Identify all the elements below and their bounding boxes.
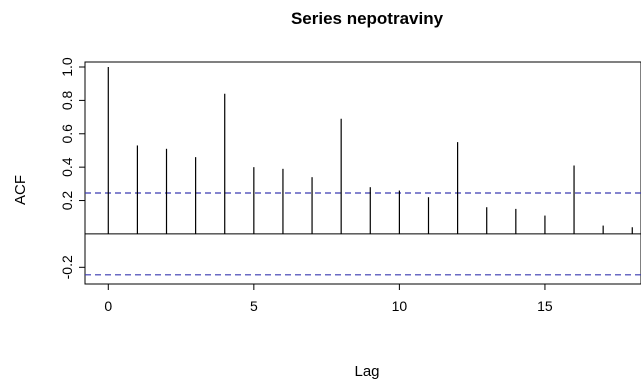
y-tick-label-1: 1.0 [59,57,75,77]
x-tick-label-10: 10 [392,298,408,314]
y-tick-label-0.2: 0.2 [59,191,75,211]
y-tick-label-0.4: 0.4 [59,157,75,177]
y-axis: -0.2 0.2 0.4 0.6 0.8 1.0 [59,57,85,279]
x-tick-label-15: 15 [537,298,553,314]
confidence-lines [85,192,641,276]
x-axis-label: Lag [354,363,379,380]
plot-frame [84,61,641,285]
x-tick-label-0: 0 [104,298,112,314]
y-tick-label-0.8: 0.8 [59,90,75,110]
y-tick-label--0.2: -0.2 [59,255,75,279]
acf-spikes [107,67,633,234]
y-axis-label: ACF [12,175,29,205]
x-axis: 0 5 10 15 [104,284,553,314]
y-tick-label-0.6: 0.6 [59,124,75,144]
chart-title: Series nepotraviny [291,9,444,28]
x-tick-label-5: 5 [250,298,258,314]
